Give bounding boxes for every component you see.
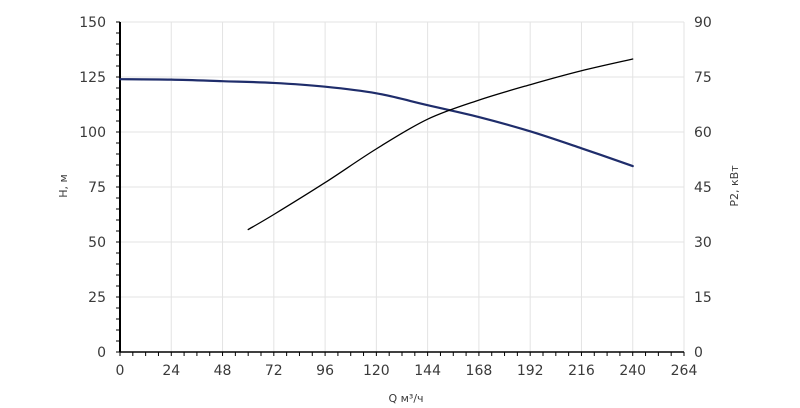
left-axis-title: H, м: [57, 174, 70, 198]
y-left-tick-label: 25: [88, 290, 106, 306]
y-left-tick-label: 100: [79, 125, 106, 141]
y-left-tick-label: 75: [88, 180, 106, 196]
x-axis-title: Q м³/ч: [388, 392, 423, 405]
x-tick-label: 72: [265, 363, 283, 379]
tick-labels: 0 24 48 72 96 120 144 168 192 216 240 264 0 25 50 75 100…: [79, 15, 712, 379]
x-tick-label: 24: [162, 363, 180, 379]
y-right-tick-label: 75: [694, 70, 712, 86]
axes: [116, 21, 685, 356]
series-layer: [118, 58, 634, 231]
power-curve-line: [247, 58, 634, 231]
y-right-tick-label: 30: [694, 235, 712, 251]
y-right-tick-label: 45: [694, 180, 712, 196]
head-curve-line: [118, 78, 634, 168]
y-left-tick-label: 50: [88, 235, 106, 251]
x-tick-label: 0: [116, 363, 125, 379]
right-axis-title: P2, кВт: [728, 165, 741, 207]
y-left-tick-label: 150: [79, 15, 106, 31]
x-tick-label: 192: [517, 363, 544, 379]
y-right-tick-label: 60: [694, 125, 712, 141]
x-tick-label: 120: [363, 363, 390, 379]
grid-lines: [119, 21, 685, 353]
y-right-tick-label: 0: [694, 345, 703, 361]
x-tick-label: 96: [316, 363, 334, 379]
x-tick-label: 216: [568, 363, 595, 379]
x-tick-label: 168: [466, 363, 493, 379]
x-tick-label: 48: [214, 363, 232, 379]
y-left-tick-label: 125: [79, 70, 106, 86]
x-tick-label: 240: [619, 363, 646, 379]
y-right-tick-label: 90: [694, 15, 712, 31]
x-tick-label: 264: [671, 363, 698, 379]
y-left-tick-label: 0: [97, 345, 106, 361]
y-right-tick-label: 15: [694, 290, 712, 306]
x-tick-label: 144: [414, 363, 441, 379]
